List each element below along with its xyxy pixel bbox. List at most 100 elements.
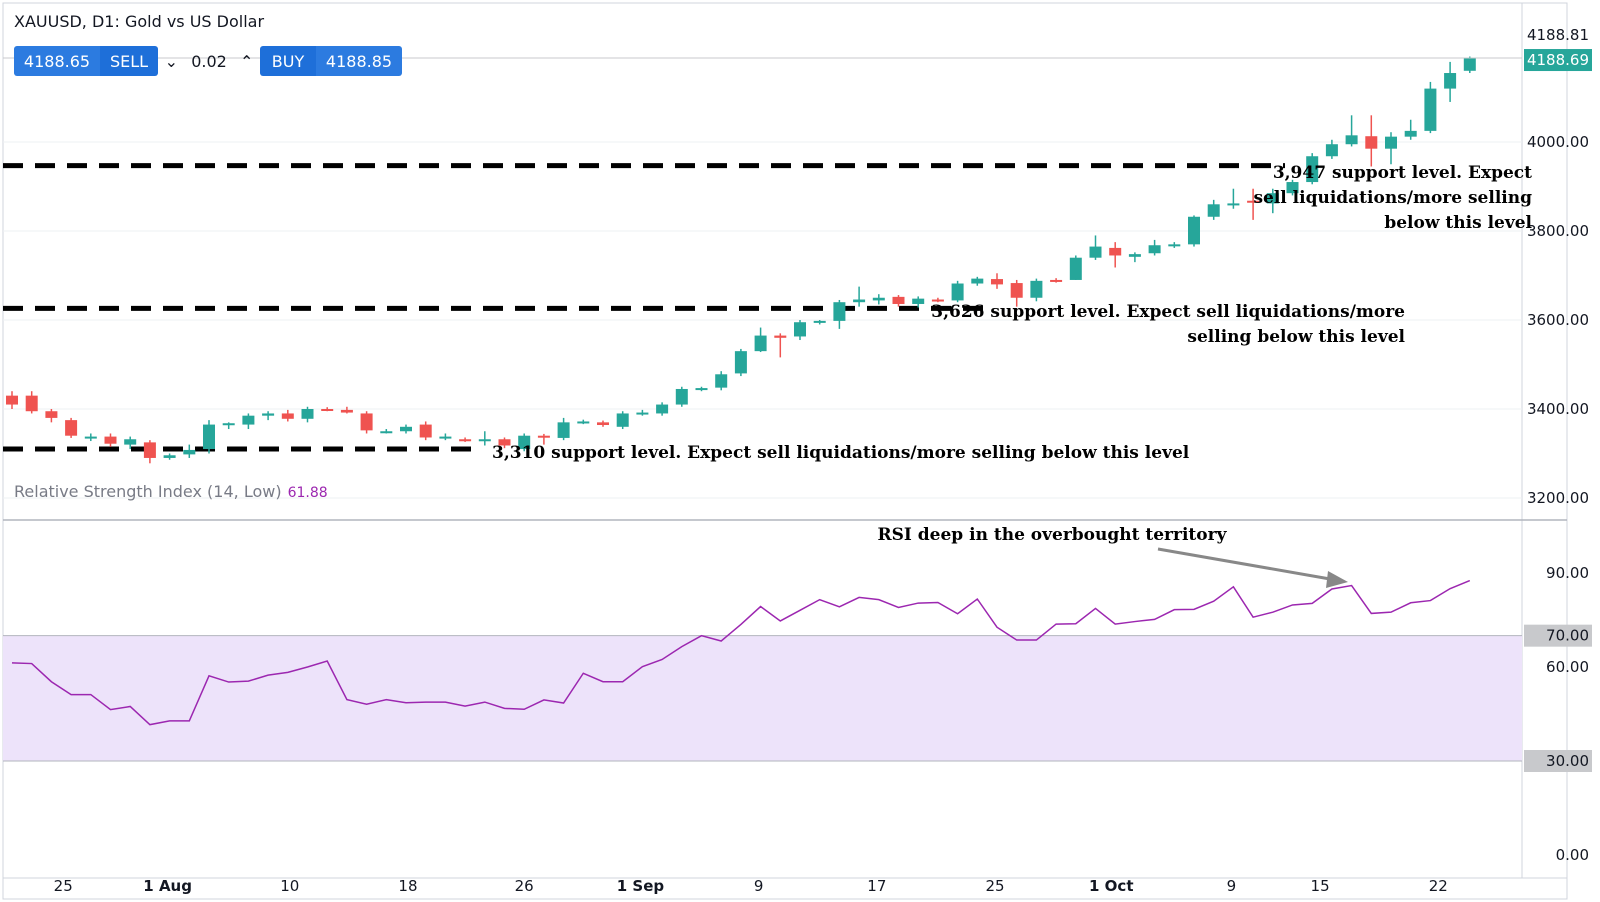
candle[interactable] <box>340 406 353 414</box>
candle-body <box>951 283 964 301</box>
candle[interactable] <box>281 409 294 422</box>
candle[interactable] <box>143 440 156 464</box>
buy-price-button[interactable]: 4188.85 <box>316 46 402 76</box>
candle[interactable] <box>6 391 18 409</box>
candle[interactable] <box>222 422 235 430</box>
candle[interactable] <box>262 411 275 421</box>
trade-panel: 4188.65 SELL ⌄ 0.02 ⌃ BUY 4188.85 <box>14 46 402 76</box>
candle[interactable] <box>1168 242 1181 248</box>
candle[interactable] <box>1463 56 1476 74</box>
candle[interactable] <box>931 297 944 303</box>
bid-price-label: 4188.81 <box>1527 26 1589 44</box>
buy-button[interactable]: BUY <box>260 46 316 76</box>
candle[interactable] <box>853 286 866 307</box>
candle[interactable] <box>1404 119 1417 140</box>
candle[interactable] <box>1247 188 1260 220</box>
candle-body <box>1128 254 1141 257</box>
candle[interactable] <box>636 409 649 416</box>
candle[interactable] <box>537 433 550 445</box>
candle[interactable] <box>380 429 393 434</box>
candle[interactable] <box>1227 188 1240 209</box>
candle[interactable] <box>439 433 452 441</box>
candle[interactable] <box>1385 132 1397 165</box>
rsi-line[interactable] <box>11 579 1471 726</box>
candle[interactable] <box>1148 239 1161 256</box>
time-tick-label: 1 Oct <box>1089 877 1133 895</box>
candle-body <box>1404 130 1417 137</box>
candle[interactable] <box>1325 139 1338 159</box>
candle[interactable] <box>360 411 373 434</box>
candle[interactable] <box>1345 115 1358 147</box>
time-tick-label: 26 <box>515 877 534 895</box>
candle[interactable] <box>557 417 570 441</box>
candle[interactable] <box>1128 252 1141 263</box>
candle[interactable] <box>577 419 590 425</box>
candle[interactable] <box>794 320 806 341</box>
candle[interactable] <box>183 444 196 458</box>
candle[interactable] <box>400 424 412 434</box>
candle[interactable] <box>754 327 767 353</box>
candle[interactable] <box>991 273 1003 289</box>
candle[interactable] <box>1109 242 1122 268</box>
candle[interactable] <box>1089 235 1102 260</box>
candle[interactable] <box>734 348 747 377</box>
quantity-value[interactable]: 0.02 <box>191 51 227 71</box>
candle[interactable] <box>971 276 984 286</box>
sell-button[interactable]: SELL <box>100 46 158 76</box>
candle[interactable] <box>1424 81 1437 134</box>
candle[interactable] <box>695 386 708 392</box>
candle[interactable] <box>104 433 117 447</box>
candle-body <box>360 413 373 431</box>
candle[interactable] <box>1266 188 1279 214</box>
candle[interactable] <box>518 433 531 452</box>
candle[interactable] <box>1010 279 1023 307</box>
candle[interactable] <box>616 411 629 430</box>
candle[interactable] <box>892 295 905 307</box>
candle[interactable] <box>45 409 58 423</box>
candle[interactable] <box>1286 179 1299 196</box>
candle[interactable] <box>163 453 176 460</box>
candle[interactable] <box>242 413 255 430</box>
candle-body <box>1030 280 1043 298</box>
candle[interactable] <box>813 320 826 325</box>
candle[interactable] <box>951 280 964 303</box>
candle[interactable] <box>459 437 472 442</box>
candle[interactable] <box>912 296 925 308</box>
candle[interactable] <box>1069 255 1082 280</box>
candle[interactable] <box>774 333 787 358</box>
candle[interactable] <box>1207 199 1220 220</box>
candle[interactable] <box>25 391 38 414</box>
candle[interactable] <box>84 433 97 442</box>
candle[interactable] <box>478 431 491 446</box>
candle[interactable] <box>656 402 669 416</box>
candle[interactable] <box>498 437 511 449</box>
candle[interactable] <box>419 421 432 441</box>
candle[interactable] <box>675 386 688 407</box>
candle[interactable] <box>1188 215 1200 247</box>
chevron-down-icon[interactable]: ⌄ <box>164 51 178 71</box>
candle[interactable] <box>597 420 609 427</box>
candle[interactable] <box>872 294 885 305</box>
candle-body <box>439 436 452 439</box>
candle[interactable] <box>203 420 215 454</box>
sell-price-button[interactable]: 4188.65 <box>14 46 100 76</box>
candle[interactable] <box>715 371 728 391</box>
candle-body <box>695 388 708 391</box>
candle[interactable] <box>1365 115 1378 167</box>
chevron-up-icon[interactable]: ⌃ <box>240 51 254 71</box>
candle[interactable] <box>1050 278 1063 283</box>
candle[interactable] <box>65 417 78 438</box>
candle[interactable] <box>321 407 334 412</box>
candle[interactable] <box>1030 278 1043 302</box>
candle[interactable] <box>833 299 846 329</box>
time-tick-label: 25 <box>985 877 1004 895</box>
candle-body <box>833 302 846 321</box>
candle[interactable] <box>1444 61 1457 102</box>
candle[interactable] <box>1306 153 1319 185</box>
candle[interactable] <box>124 436 137 450</box>
quantity-stepper[interactable]: ⌄ 0.02 ⌃ <box>158 46 260 76</box>
candle-body <box>419 424 432 438</box>
rsi-legend: Relative Strength Index (14, Low) 61.88 <box>14 482 328 501</box>
candle[interactable] <box>301 406 314 423</box>
